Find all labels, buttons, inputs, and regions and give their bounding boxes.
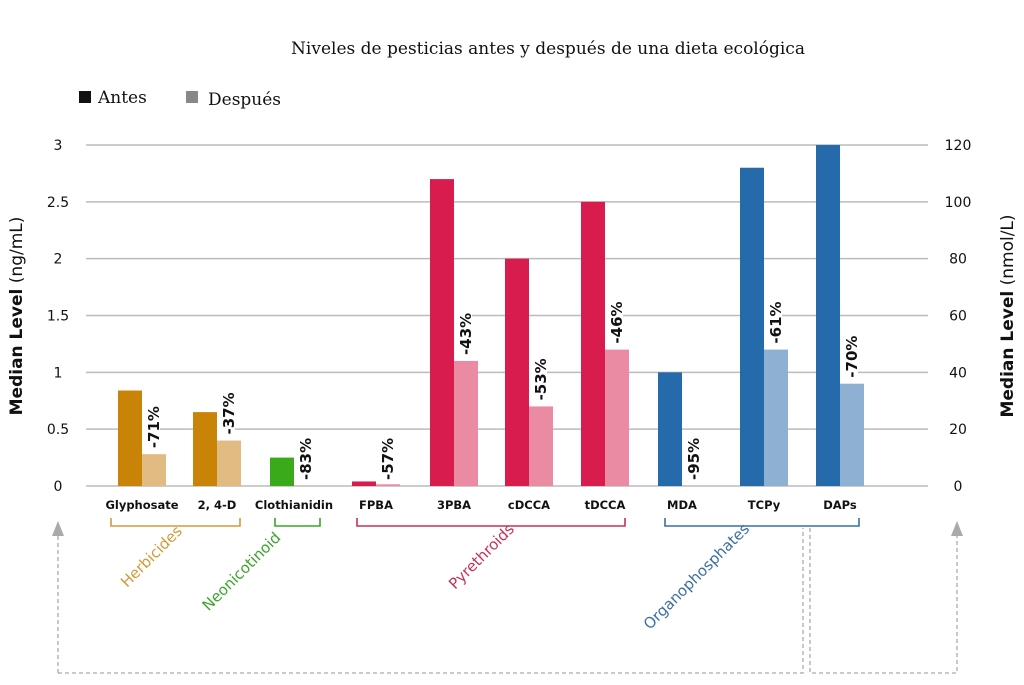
- bar-despues-3pba: [454, 360, 478, 486]
- category-label: 2, 4-D: [198, 498, 237, 512]
- y-tick-left: 2.5: [47, 195, 69, 211]
- change-label: -71%: [142, 402, 163, 451]
- bar-antes-glyphosate: [118, 390, 142, 486]
- bar-antes-daps: [816, 145, 840, 486]
- change-label: -95%: [682, 434, 703, 482]
- category-label: MDA: [667, 498, 697, 512]
- category-label: TCPy: [748, 498, 781, 512]
- category-label: Glyphosate: [105, 498, 178, 512]
- change-label: -61%: [764, 297, 785, 346]
- bar-despues-cdcca: [529, 406, 553, 486]
- legend-label-despues: Después: [208, 90, 281, 110]
- bar-despues-fpba: [376, 484, 400, 486]
- bar-antes-mda: [658, 372, 682, 486]
- change-label: -57%: [376, 434, 397, 482]
- group-bracket-neonicotinoid: [274, 518, 321, 527]
- y-tick-left: 3: [54, 138, 63, 154]
- bar-despues-daps: [840, 383, 864, 486]
- y-axis-left-title-unit: (ng/mL): [7, 217, 27, 284]
- y-axis-right-title: Median Level (nmol/L): [998, 214, 1018, 417]
- svg-text:-70%: -70%: [843, 336, 861, 378]
- svg-text:Median Level (ng/mL): Median Level (ng/mL): [7, 217, 27, 416]
- y-tick-right: 120: [945, 138, 972, 154]
- svg-text:-61%: -61%: [767, 301, 785, 343]
- group-bracket-organophosphates: [664, 518, 860, 527]
- y-tick-right: 20: [949, 422, 967, 438]
- bar-despues-24d: [217, 440, 241, 486]
- y-tick-left: 1.5: [47, 309, 69, 325]
- bar-antes-clothianidin: [270, 457, 294, 486]
- group-label-neonicotinoid: Neonicotinoid: [199, 529, 285, 615]
- category-label: FPBA: [359, 498, 393, 512]
- svg-text:-83%: -83%: [297, 438, 315, 480]
- y-tick-left: 2: [54, 252, 63, 268]
- y-tick-left: 1: [54, 365, 63, 381]
- change-label: -53%: [529, 354, 550, 403]
- svg-text:Median Level (nmol/L): Median Level (nmol/L): [998, 214, 1018, 417]
- chart-title: Niveles de pesticias antes y después de …: [291, 39, 805, 59]
- y-axis-left-title: Median Level (ng/mL): [7, 217, 27, 416]
- legend-swatch-despues: [186, 91, 198, 103]
- dashed-connector-bottom-left: [58, 528, 804, 674]
- change-label: -46%: [605, 297, 626, 346]
- y-tick-right: 40: [949, 365, 967, 381]
- category-label: tDCCA: [585, 498, 626, 512]
- group-brackets: Herbicides Neonicotinoid Pyrethroids Organo…: [110, 518, 860, 633]
- dashed-arrows: [57, 528, 958, 674]
- y-axis-left-title-bold: Median Level: [7, 289, 27, 416]
- svg-text:-53%: -53%: [532, 358, 550, 400]
- svg-text:-37%: -37%: [220, 392, 238, 434]
- bar-antes-fpba: [352, 481, 376, 486]
- legend: Antes Después: [79, 88, 281, 110]
- change-labels: -71% -37% -83% -57% -43% -53% -46% -95% -61% -70%: [142, 297, 861, 482]
- category-labels: Glyphosate 2, 4-D Clothianidin FPBA 3PBA cDCC…: [105, 498, 856, 512]
- group-label-pyrethroids: Pyrethroids: [445, 520, 518, 593]
- y-axis-right-title-bold: Median Level: [998, 291, 1018, 418]
- svg-text:-57%: -57%: [379, 438, 397, 480]
- svg-text:-46%: -46%: [608, 301, 626, 343]
- svg-text:-43%: -43%: [457, 313, 475, 355]
- arrow-up-left-icon: [52, 521, 64, 536]
- legend-label-antes: Antes: [97, 88, 147, 108]
- category-label: cDCCA: [508, 498, 550, 512]
- change-label: -37%: [217, 388, 238, 437]
- group-bracket-pyrethroids: [356, 518, 626, 527]
- bar-despues-tdcca: [605, 349, 629, 486]
- dashed-connector-bottom-right: [809, 528, 958, 674]
- legend-swatch-antes: [79, 91, 91, 103]
- arrow-up-right-icon: [951, 521, 963, 536]
- group-label-organophosphates: Organophosphates: [640, 520, 753, 633]
- y-axis-right-ticks: 0 20 40 60 80 100 120: [945, 138, 972, 495]
- y-axis-left-ticks: 0 0.5 1 1.5 2 2.5 3: [47, 138, 69, 495]
- y-tick-right: 80: [949, 252, 967, 268]
- group-label-herbicides: Herbicides: [117, 522, 186, 591]
- bars: [118, 145, 864, 487]
- group-bracket-herbicides: [110, 518, 241, 527]
- y-tick-left: 0.5: [47, 422, 69, 438]
- category-label: 3PBA: [437, 498, 471, 512]
- change-label: -43%: [454, 308, 475, 357]
- category-label: Clothianidin: [255, 498, 333, 512]
- change-label: -83%: [294, 434, 315, 482]
- category-label: DAPs: [823, 498, 857, 512]
- change-label: -70%: [840, 331, 861, 380]
- y-axis-right-title-unit: (nmol/L): [998, 214, 1018, 285]
- bar-antes-24d: [193, 412, 217, 486]
- svg-text:-95%: -95%: [685, 438, 703, 480]
- bar-antes-tdcca: [581, 201, 605, 487]
- y-tick-right: 60: [949, 309, 967, 325]
- bar-antes-3pba: [430, 179, 454, 486]
- y-tick-right: 100: [945, 195, 972, 211]
- bar-antes-cdcca: [505, 258, 529, 486]
- svg-text:-71%: -71%: [145, 406, 163, 448]
- y-tick-left: 0: [54, 479, 63, 495]
- bar-despues-glyphosate: [142, 454, 166, 486]
- y-tick-right: 0: [954, 479, 963, 495]
- bar-despues-tcpy: [764, 349, 788, 486]
- bar-antes-tcpy: [740, 167, 764, 486]
